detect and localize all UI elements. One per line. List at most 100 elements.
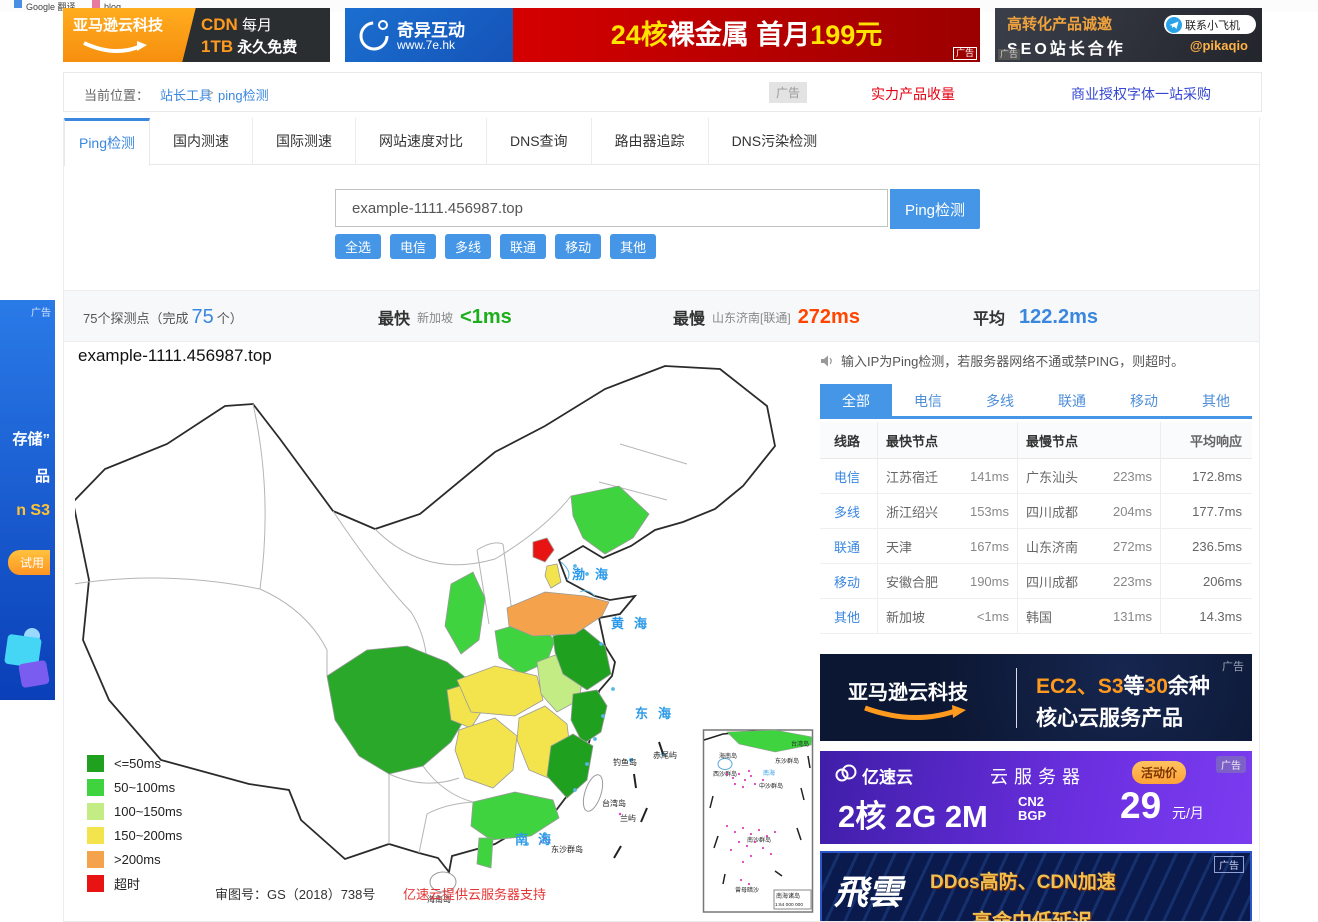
filter-telecom-button[interactable]: 电信 <box>390 234 437 259</box>
tab-ping[interactable]: Ping检测 <box>64 118 150 166</box>
fast-node: 江苏宿迁 <box>886 469 939 485</box>
tab-domestic-speed[interactable]: 国内测速 <box>150 118 253 165</box>
line-link[interactable]: 移动 <box>834 574 861 590</box>
promo-link-fonts[interactable]: 商业授权字体一站采购 <box>1071 86 1211 102</box>
province-liaoning <box>570 485 650 555</box>
col-header-slowest: 最慢节点 <box>1017 422 1160 458</box>
slow-node: 四川成都 <box>1026 574 1079 590</box>
speaker-icon <box>821 355 832 366</box>
inset-sea-label: 南海 <box>763 769 775 777</box>
bookmark-icon <box>92 0 101 8</box>
legend-label: 150~200ms <box>114 828 183 843</box>
result-tab-multiline[interactable]: 多线 <box>986 393 1014 409</box>
result-tab-mobile[interactable]: 移动 <box>1130 393 1158 409</box>
tab-dns-pollution[interactable]: DNS污染检测 <box>731 133 818 149</box>
results-panel: 输入IP为Ping检测，若服务器网络不通或禁PING，则超时。 全部 电信 多线… <box>820 351 1252 921</box>
tool-tabbar: Ping检测 国内测速 国际测速 网站速度对比 DNS查询 路由器追踪 DNS污… <box>64 118 1259 166</box>
filter-mobile-button[interactable]: 移动 <box>555 234 602 259</box>
tab-speed-compare[interactable]: 网站速度对比 <box>356 118 487 165</box>
banner-qiyi-h2: 裸金属 首月 <box>667 20 811 50</box>
banner-aws-cdn[interactable]: 亚马逊云科技 CDN 每月 1TB 永久免费 <box>63 8 330 62</box>
filter-unicom-button[interactable]: 联通 <box>500 234 547 259</box>
fast-value: 141ms <box>969 468 1009 484</box>
legend-swatch <box>87 875 104 892</box>
ad-tag: 广告 <box>31 308 51 319</box>
ping-button[interactable]: Ping检测 <box>890 189 980 229</box>
result-tab-unicom[interactable]: 联通 <box>1058 393 1086 409</box>
line-link[interactable]: 电信 <box>834 469 861 485</box>
domain-input[interactable] <box>335 189 888 227</box>
legend-item: >200ms <box>87 851 182 868</box>
island-label-diaoyu: 钓鱼岛 <box>613 757 637 767</box>
legend-label: >200ms <box>114 852 161 867</box>
ad-aws-yuzhong: 余种 <box>1167 675 1210 698</box>
result-tabs: 全部 电信 多线 联通 移动 其他 <box>820 384 1252 419</box>
filter-all-button[interactable]: 全选 <box>335 234 382 259</box>
ping-tip-text: 输入IP为Ping检测，若服务器网络不通或禁PING，则超时。 <box>841 354 1185 369</box>
banner-seo-line1: 高转化产品诚邀 <box>1007 16 1113 33</box>
ad-yisu-cloud[interactable]: 广告 亿速云 云服务器 活动价 2核 2G 2M CN2 BGP 29 元/月 <box>820 751 1252 844</box>
fast-value: 190ms <box>969 573 1009 589</box>
result-tab-other[interactable]: 其他 <box>1202 393 1230 409</box>
ad-yisu-unit: 元/月 <box>1172 805 1204 821</box>
banner-seo[interactable]: 高转化产品诚邀 SEO站长合作 联系小飞机 @pikaqio 广告 <box>995 8 1262 62</box>
stat-average-label: 平均 <box>973 311 1006 328</box>
ad-badge: 广告 <box>769 82 808 103</box>
filter-multiline-button[interactable]: 多线 <box>445 234 492 259</box>
ping-tip: 输入IP为Ping检测，若服务器网络不通或禁PING，则超时。 <box>820 351 1252 370</box>
ad-feiyun-ddos[interactable]: 广告 飛雲 DDos高防、CDN加速 高命中低延迟 <box>820 851 1252 921</box>
slow-node: 广东汕头 <box>1026 469 1079 485</box>
telegram-icon <box>1166 16 1182 33</box>
inset-label-nansha: 南沙群岛 <box>747 836 771 844</box>
banner-qiyi[interactable]: 奇异互动 www.7e.hk 24核裸金属 首月199元 广告 <box>345 8 980 62</box>
tab-traceroute[interactable]: 路由器追踪 <box>592 118 709 165</box>
province-shaanxi <box>444 571 486 655</box>
legend-item: 100~150ms <box>87 803 182 820</box>
map-sponsor-link[interactable]: 亿速云提供云服务器支持 <box>403 887 547 902</box>
result-tab-telecom[interactable]: 电信 <box>914 393 942 409</box>
banner-aws-cdn-word: CDN <box>201 15 238 34</box>
inset-title: 南海诸岛 <box>776 892 800 900</box>
main-card: Ping检测 国内测速 国际测速 网站速度对比 DNS查询 路由器追踪 DNS污… <box>63 118 1260 922</box>
left-ad-trial-button[interactable]: 试用 <box>7 550 50 575</box>
left-ad-text2: 品 <box>34 468 50 485</box>
ad-amazon-cloud[interactable]: 广告 亚马逊云科技 EC2、S3等30余种 核心云服务产品 <box>820 654 1252 741</box>
left-side-ad[interactable]: 广告 存储” 品 n S3 试用 <box>0 300 55 700</box>
stat-points: 75个探测点（完成 75 个） <box>83 291 243 343</box>
bookmark-label[interactable]: Google 翻译 <box>26 2 76 12</box>
line-link[interactable]: 多线 <box>834 504 861 520</box>
breadcrumb-current[interactable]: ping检测 <box>218 88 269 103</box>
sea-label-east: 东海 <box>635 706 681 721</box>
result-table: 线路 最快节点 最慢节点 平均响应 电信 江苏宿迁 141ms 广东汕头 223ms… <box>820 422 1252 634</box>
legend-swatch <box>87 779 104 796</box>
banner-aws-1tb-word: 1TB <box>201 37 234 56</box>
tab-dns-query[interactable]: DNS查询 <box>487 118 592 165</box>
tab-intl-speed[interactable]: 国际测速 <box>253 118 356 165</box>
left-ad-s3-text: n S3 <box>16 502 50 519</box>
avg-value: 177.7ms <box>1160 494 1252 528</box>
province-zhejiang <box>570 689 608 745</box>
sea-labels: 渤海 黄海 东海 南海 <box>515 567 681 847</box>
result-tab-all[interactable]: 全部 <box>820 384 892 416</box>
province-guangdong <box>470 791 560 841</box>
ad-yisu-spec: 2核 2G 2M <box>838 799 988 834</box>
banner-qiyi-logo-panel: 奇异互动 www.7e.hk <box>345 8 513 62</box>
col-header-average: 平均响应 <box>1160 422 1252 458</box>
island-label-hainan: 海南岛 <box>427 894 451 904</box>
breadcrumb-home-link[interactable]: 站长工具 <box>160 88 213 103</box>
fast-node: 天津 <box>886 539 913 555</box>
line-link[interactable]: 联通 <box>834 539 861 555</box>
ad-yisu-price: 29 <box>1120 785 1162 826</box>
promo-link-red[interactable]: 实力产品收量 <box>871 86 955 102</box>
stats-bar: 75个探测点（完成 75 个） 最快 新加坡 <1ms 最慢 山东济南[联通] … <box>64 290 1259 343</box>
provinces <box>326 485 650 869</box>
legend-label: 100~150ms <box>114 804 183 819</box>
taiwan-island <box>582 774 604 812</box>
island-label-chiwei: 赤尾屿 <box>653 751 677 760</box>
province-sichuan <box>326 645 472 775</box>
bookmark-label[interactable]: blog <box>104 2 122 12</box>
line-link[interactable]: 其他 <box>834 609 861 625</box>
filter-other-button[interactable]: 其他 <box>610 234 657 259</box>
ad-aws-ec2: EC2、 <box>1036 675 1098 698</box>
stat-slowest: 最慢 山东济南[联通] 272ms <box>673 291 860 343</box>
